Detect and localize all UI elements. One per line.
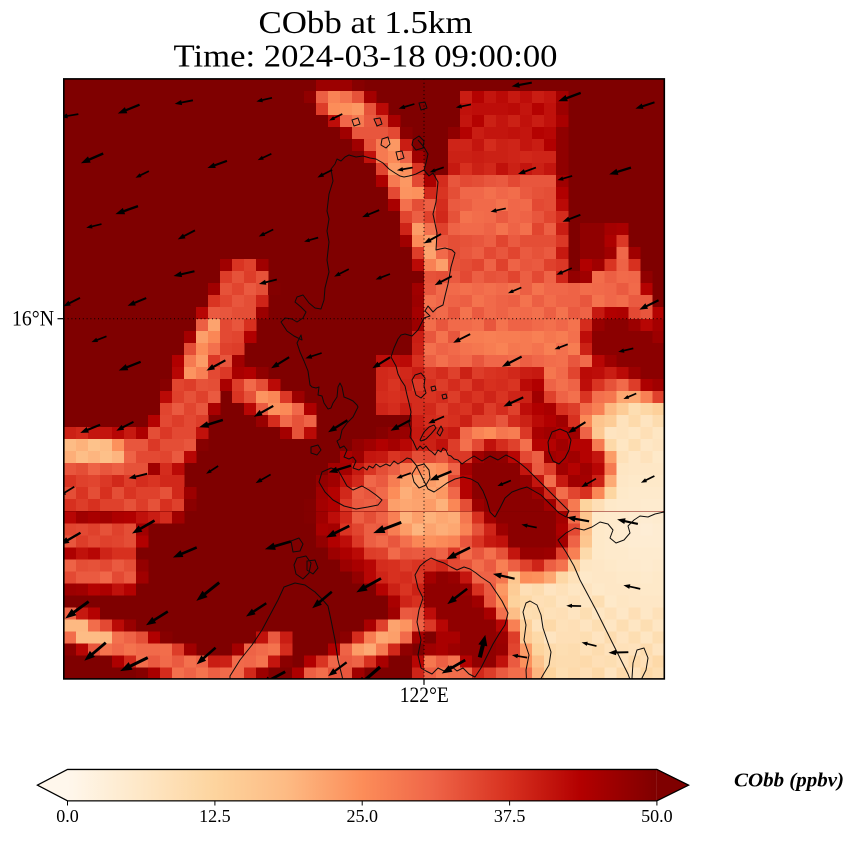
- svg-text:16°N: 16°N: [12, 305, 54, 330]
- svg-text:12.5: 12.5: [199, 806, 231, 826]
- svg-text:50.0: 50.0: [641, 806, 673, 826]
- svg-text:Time: 2024-03-18 09:00:00: Time: 2024-03-18 09:00:00: [174, 37, 558, 73]
- svg-text:0.0: 0.0: [56, 806, 79, 826]
- svg-text:122°E: 122°E: [400, 682, 449, 707]
- svg-text:CObb at 1.5km: CObb at 1.5km: [259, 4, 473, 40]
- svg-text:25.0: 25.0: [346, 806, 378, 826]
- svg-text:CObb (ppbv): CObb (ppbv): [734, 770, 844, 792]
- svg-text:37.5: 37.5: [494, 806, 526, 826]
